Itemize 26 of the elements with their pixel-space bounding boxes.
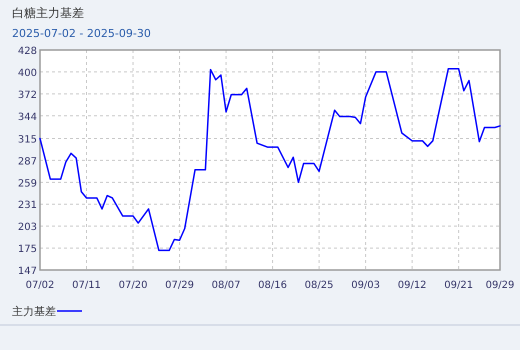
x-tick-label: 07/29	[165, 280, 194, 291]
x-tick-label: 07/20	[118, 280, 148, 291]
y-tick-label: 400	[18, 68, 37, 79]
line-series	[39, 68, 501, 252]
y-tick-label: 231	[18, 200, 37, 212]
y-tick-label: 259	[18, 178, 37, 190]
chart-title: 白糖主力基差	[12, 6, 84, 20]
y-tick-label: 315	[18, 134, 37, 146]
x-tick-label: 09/12	[398, 280, 427, 291]
x-tick-label: 07/02	[26, 280, 54, 291]
x-tick-label: 09/03	[351, 280, 380, 291]
x-tick-label: 08/25	[304, 280, 334, 291]
x-tick-label: 09/21	[444, 280, 474, 291]
y-tick-label: 203	[18, 222, 37, 234]
y-tick-label: 287	[18, 156, 37, 168]
legend-label: 主力基差	[12, 305, 56, 318]
x-tick-label: 07/11	[72, 280, 101, 291]
chart-subtitle: 2025-07-02 - 2025-09-30	[12, 27, 151, 40]
y-tick-label: 175	[18, 244, 37, 256]
x-tick-label: 08/16	[258, 280, 287, 291]
x-tick-label: 09/29	[486, 280, 514, 291]
x-tick-label: 08/07	[212, 280, 240, 291]
y-tick-label: 147	[18, 266, 37, 277]
y-tick-label: 344	[18, 112, 37, 123]
y-tick-label: 372	[18, 90, 37, 101]
y-tick-label: 428	[18, 46, 37, 57]
